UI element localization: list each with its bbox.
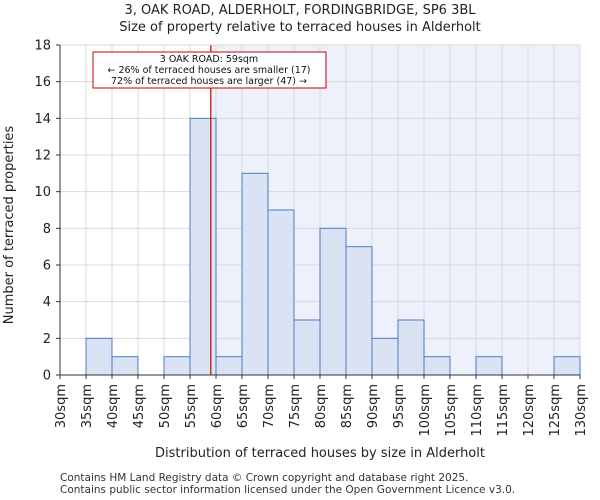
chart-subtitle: Size of property relative to terraced ho… <box>119 20 481 35</box>
annotation-line-2: ← 26% of terraced houses are smaller (17… <box>107 65 310 76</box>
x-axis-label: Distribution of terraced houses by size … <box>155 446 485 461</box>
x-tick-label: 80sqm <box>314 384 329 428</box>
x-tick-label: 55sqm <box>184 384 199 428</box>
histogram-bar <box>267 209 295 376</box>
y-tick-label: 12 <box>34 149 51 164</box>
histogram-bar <box>85 337 113 376</box>
histogram-bar <box>475 356 503 376</box>
x-tick-label: 90sqm <box>366 384 381 428</box>
histogram-bar <box>345 246 373 376</box>
x-tick-label: 35sqm <box>80 384 95 428</box>
x-tick-label: 75sqm <box>288 384 303 428</box>
x-tick-label: 95sqm <box>392 384 407 428</box>
histogram-bar <box>293 319 321 376</box>
histogram-bar <box>319 227 347 376</box>
y-tick-label: 2 <box>43 332 51 347</box>
y-axis-label: Number of terraced properties <box>2 126 17 325</box>
annotation-line-3: 72% of terraced houses are larger (47) → <box>111 76 307 87</box>
x-tick-label: 45sqm <box>132 384 147 428</box>
x-tick-label: 130sqm <box>574 384 589 437</box>
footer-line-2: Contains public sector information licen… <box>60 484 516 496</box>
histogram-bar <box>241 172 269 376</box>
footer-line-1: Contains HM Land Registry data © Crown c… <box>60 472 469 484</box>
histogram-bar <box>397 319 425 376</box>
x-tick-label: 50sqm <box>158 384 173 428</box>
annotation-box: 3 OAK ROAD: 59sqm ← 26% of terraced hous… <box>92 51 327 89</box>
x-tick-label: 40sqm <box>106 384 121 428</box>
x-tick-labels: 30sqm 35sqm 40sqm 45sqm 50sqm 55sqm 60sqm 65sqm… <box>54 375 589 437</box>
x-tick-label: 125sqm <box>548 384 563 437</box>
y-tick-labels: 0 2 4 6 8 10 12 14 16 18 <box>34 39 60 384</box>
y-tick-label: 4 <box>43 295 51 310</box>
x-tick-label: 100sqm <box>418 384 433 437</box>
histogram-bar <box>111 356 139 376</box>
histogram-bar <box>189 117 217 376</box>
x-tick-label: 30sqm <box>54 384 69 428</box>
x-tick-label: 110sqm <box>470 384 485 437</box>
x-tick-label: 85sqm <box>340 384 355 428</box>
y-tick-label: 8 <box>43 222 51 237</box>
annotation-line-1: 3 OAK ROAD: 59sqm <box>160 54 258 65</box>
x-tick-label: 60sqm <box>210 384 225 428</box>
x-tick-label: 115sqm <box>496 384 511 437</box>
x-tick-label: 70sqm <box>262 384 277 428</box>
y-tick-label: 0 <box>43 369 51 384</box>
y-tick-label: 18 <box>34 39 51 54</box>
x-tick-label: 120sqm <box>522 384 537 437</box>
annotation-border <box>92 51 327 89</box>
histogram-bar <box>423 356 451 376</box>
histogram-bar <box>553 356 581 376</box>
histogram-bar <box>371 337 399 376</box>
y-tick-label: 10 <box>34 185 51 200</box>
x-tick-label: 105sqm <box>444 384 459 437</box>
x-tick-label: 65sqm <box>236 384 251 428</box>
histogram-bar <box>163 356 191 376</box>
bars <box>85 117 581 376</box>
chart-title: 3, OAK ROAD, ALDERHOLT, FORDINGBRIDGE, S… <box>124 3 476 18</box>
y-tick-label: 14 <box>34 112 51 127</box>
y-tick-label: 16 <box>34 75 51 90</box>
histogram-bar <box>215 356 243 376</box>
y-tick-label: 6 <box>43 259 51 274</box>
